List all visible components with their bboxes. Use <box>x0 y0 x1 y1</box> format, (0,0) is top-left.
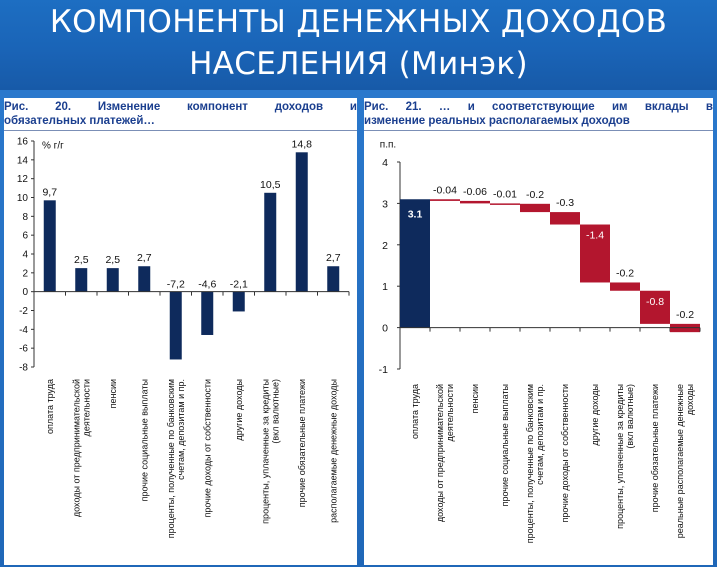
right-data-label-1: -0.04 <box>433 184 457 196</box>
right-title-rule <box>364 130 713 131</box>
left-y-tick-label: 8 <box>22 212 28 223</box>
right-data-label-5: -0.3 <box>556 197 574 209</box>
right-category-label-9: реальные располагаемые денежныедоходы <box>675 384 695 538</box>
title-banner: КОМПОНЕНТЫ ДЕНЕЖНЫХ ДОХОДОВ НАСЕЛЕНИЯ (М… <box>0 0 717 90</box>
left-y-tick-label: 2 <box>22 268 28 279</box>
right-chart-title: Рис. 21. … и соответствующие им вклады в… <box>364 98 713 128</box>
left-category-label-7: проценты, уплаченные за кредиты(вкл валю… <box>260 379 280 524</box>
left-bar-5 <box>201 291 214 335</box>
right-data-label-2: -0.06 <box>463 186 487 198</box>
left-y-tick-label: -4 <box>19 325 28 336</box>
right-chart-title-line1: Рис. 21. … и соответствующие им вклады в <box>364 101 713 113</box>
right-category-label-1: доходы от предпринимательскойдеятельност… <box>435 384 455 522</box>
left-category-label-4: проценты, полученные по банковскимсчетам… <box>166 379 186 538</box>
left-category-label-1: доходы от предпринимательскойдеятельност… <box>71 379 91 517</box>
left-title-rule <box>4 130 357 131</box>
right-bar-8 <box>640 290 670 324</box>
right-category-label-3: прочие социальные выплаты <box>500 384 510 506</box>
left-chart-panel: Рис. 20. Изменение компонент доходов и о… <box>4 98 357 565</box>
left-bar-chart: -8 -6 -4 -2 0 2 4 6 8 10 12 14 16 % г/г 9,7 оплата труд… <box>17 137 350 538</box>
right-y-tick-label: 2 <box>382 240 388 252</box>
right-y-tick-label: 3 <box>382 198 388 210</box>
left-bar-4 <box>169 291 182 360</box>
left-y-tick-label: 4 <box>22 250 28 261</box>
left-category-label-5: прочие доходы от собственности <box>202 379 212 518</box>
left-y-tick-label: -8 <box>19 363 28 374</box>
left-chart-title-line2: обязательных платежей… <box>4 115 155 127</box>
left-y-tick-label: 14 <box>17 155 29 166</box>
right-y-tick-label: -1 <box>379 364 388 376</box>
right-waterfall-chart: -1 0 1 2 3 4 п.п. 3.1 оплата труда -0.04 доходы от… <box>379 140 701 543</box>
left-y-tick-label: 0 <box>22 287 28 298</box>
right-category-label-2: пенсии <box>470 384 480 413</box>
page-title-line2: НАСЕЛЕНИЯ (Минэк) <box>189 46 528 82</box>
right-category-label-8: прочие обязательные платежи <box>650 384 660 512</box>
left-chart-title: Рис. 20. Изменение компонент доходов и о… <box>4 98 357 128</box>
left-data-label-1: 2,5 <box>74 254 89 266</box>
right-bar-4 <box>520 203 550 213</box>
left-category-label-9: располагаемые денежные доходы <box>328 379 338 523</box>
left-data-label-3: 2,7 <box>137 252 152 264</box>
left-y-tick-label: 16 <box>17 137 29 148</box>
left-data-label-4: -7,2 <box>167 279 185 291</box>
right-bar-1 <box>430 199 460 201</box>
left-bar-8 <box>295 152 308 292</box>
left-unit-label: % г/г <box>42 141 64 152</box>
left-bar-7 <box>264 192 277 292</box>
right-bar-0 <box>400 199 430 328</box>
left-y-tick-label: 6 <box>22 231 28 242</box>
left-y-tick-label: 12 <box>17 174 29 185</box>
left-category-label-6: другие доходы <box>234 379 244 441</box>
right-data-label-8: -0.8 <box>646 296 664 308</box>
left-data-label-2: 2,5 <box>105 254 120 266</box>
left-bar-2 <box>106 268 119 292</box>
right-chart-panel: Рис. 21. … и соответствующие им вклады в… <box>364 98 713 565</box>
page-title-line1: КОМПОНЕНТЫ ДЕНЕЖНЫХ ДОХОДОВ <box>49 4 668 40</box>
right-unit-label: п.п. <box>380 140 396 151</box>
left-data-label-5: -4,6 <box>198 279 216 291</box>
left-category-label-0: оплата труда <box>45 379 55 434</box>
left-y-tick-label: -6 <box>19 344 28 355</box>
right-category-label-5: прочие доходы от собственности <box>560 384 570 523</box>
right-y-tick-label: 0 <box>382 323 388 335</box>
right-bar-5 <box>550 212 580 225</box>
left-category-label-3: прочие социальные выплаты <box>139 379 149 501</box>
left-bar-1 <box>75 268 88 292</box>
right-data-label-4: -0.2 <box>526 189 544 201</box>
left-bar-9 <box>327 266 340 292</box>
right-category-label-4: проценты, полученные по банковскимсчетам… <box>525 384 545 543</box>
left-category-label-2: пенсии <box>108 379 118 408</box>
right-bar-3 <box>490 203 520 205</box>
left-bar-0 <box>43 200 56 292</box>
right-y-tick-label: 1 <box>382 281 388 293</box>
right-data-label-9: -0.2 <box>676 309 694 321</box>
left-y-tick-label: -2 <box>19 306 28 317</box>
left-data-label-0: 9,7 <box>42 186 57 198</box>
right-data-label-0: 3.1 <box>408 208 423 220</box>
left-bar-6 <box>232 291 245 312</box>
left-chart-title-line1: Рис. 20. Изменение компонент доходов и <box>4 101 357 113</box>
right-bar-2 <box>460 200 490 204</box>
right-data-label-3: -0.01 <box>493 188 517 200</box>
right-category-label-7: проценты, уплаченные за кредиты(вкл валю… <box>615 384 635 529</box>
right-category-label-0: оплата труда <box>410 384 420 439</box>
left-data-label-7: 10,5 <box>260 179 281 191</box>
left-category-label-8: прочие обязательные платежи <box>297 379 307 507</box>
right-bar-7 <box>610 282 640 291</box>
left-y-tick-label: 10 <box>17 193 29 204</box>
right-bar-6 <box>580 224 610 283</box>
right-data-label-7: -0.2 <box>616 267 634 279</box>
right-chart-title-line2: изменение реальных располагаемых доходов <box>364 115 630 127</box>
left-bar-3 <box>138 266 151 292</box>
right-data-label-6: -1.4 <box>586 230 604 242</box>
left-data-label-6: -2,1 <box>230 279 248 291</box>
left-data-label-8: 14,8 <box>292 138 313 150</box>
right-y-tick-label: 4 <box>382 157 388 169</box>
left-data-label-9: 2,7 <box>326 252 341 264</box>
right-category-label-6: другие доходы <box>590 384 600 446</box>
